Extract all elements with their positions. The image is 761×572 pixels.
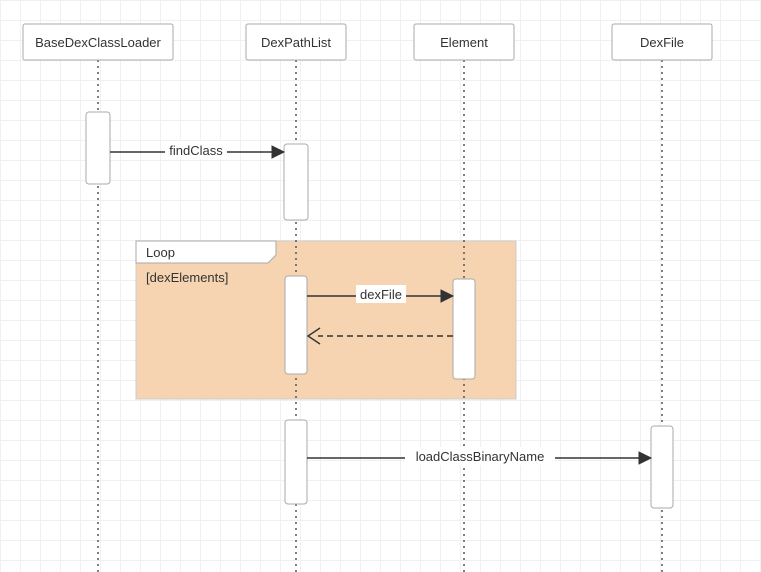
participant-base: BaseDexClassLoader bbox=[23, 24, 173, 60]
message-loadclass-label: loadClassBinaryName bbox=[416, 449, 545, 464]
activation-path-1 bbox=[284, 144, 308, 220]
participant-path: DexPathList bbox=[246, 24, 346, 60]
participant-element: Element bbox=[414, 24, 514, 60]
message-findclass-label: findClass bbox=[169, 143, 223, 158]
activation-path-3 bbox=[285, 420, 307, 504]
message-dexfile-label: dexFile bbox=[360, 287, 402, 302]
participant-element-label: Element bbox=[440, 35, 488, 50]
message-loadclass: loadClassBinaryName bbox=[307, 447, 651, 465]
loop-title: Loop bbox=[146, 245, 175, 260]
message-findclass: findClass bbox=[110, 141, 284, 159]
participant-dexfile: DexFile bbox=[612, 24, 712, 60]
activation-base-1 bbox=[86, 112, 110, 184]
sequence-diagram: Loop [dexElements] BaseDexClassLoader De… bbox=[0, 0, 761, 572]
participant-dexfile-label: DexFile bbox=[640, 35, 684, 50]
participant-base-label: BaseDexClassLoader bbox=[35, 35, 161, 50]
participant-path-label: DexPathList bbox=[261, 35, 331, 50]
loop-guard: [dexElements] bbox=[146, 270, 228, 285]
activation-dexfile-1 bbox=[651, 426, 673, 508]
activation-path-2 bbox=[285, 276, 307, 374]
activation-element-1 bbox=[453, 279, 475, 379]
